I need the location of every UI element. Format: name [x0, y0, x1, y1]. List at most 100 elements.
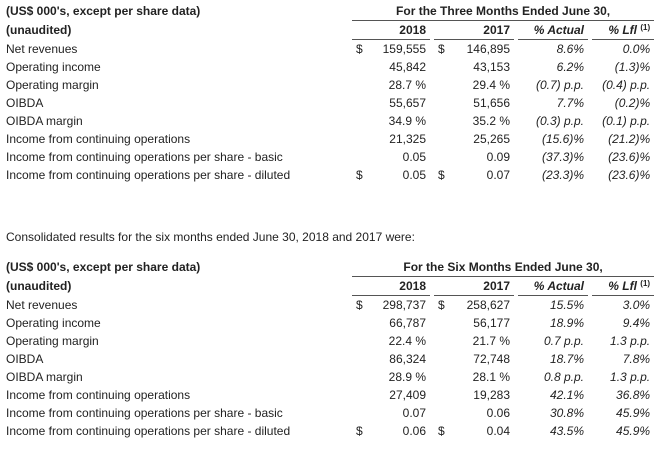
row-label: Income from continuing operations [6, 388, 191, 402]
six-months-intro-text: Consolidated results for the six months … [6, 230, 415, 244]
units-label: (US$ 000's, except per share data) [6, 4, 201, 19]
value-2017: 258,627 [466, 298, 510, 312]
table-row: OIBDA 55,657 51,656 7.7% (0.2)% [0, 94, 654, 112]
row-label: Operating margin [6, 78, 99, 92]
currency-2017: $ [438, 168, 445, 182]
pct-lfl: (1.3)% [614, 60, 651, 74]
value-2018: 21,325 [389, 132, 426, 146]
currency-2017 [434, 76, 448, 94]
currency-2018 [352, 112, 366, 130]
value-2018: 298,737 [382, 298, 426, 312]
pct-actual: 0.7 p.p. [543, 334, 584, 348]
currency-2018 [352, 94, 366, 112]
currency-2018 [352, 386, 366, 404]
table-row: Income from continuing operations per sh… [0, 166, 654, 184]
currency-2018 [352, 350, 366, 368]
pct-lfl: 45.9% [616, 406, 651, 420]
row-label: OIBDA [6, 96, 44, 110]
row-label: Operating income [6, 316, 101, 330]
pct-actual: (0.7) p.p. [535, 78, 584, 92]
value-2017: 0.06 [486, 406, 510, 420]
value-2018: 0.06 [402, 424, 426, 438]
currency-2018 [352, 368, 366, 386]
value-2017: 21.7 % [472, 334, 510, 348]
currency-2017 [434, 314, 448, 332]
currency-2018 [352, 76, 366, 94]
row-label: Income from continuing operations per sh… [6, 150, 283, 164]
pct-actual: 18.7% [549, 352, 584, 366]
pct-actual: 0.8 p.p. [543, 370, 584, 384]
value-2018: 86,324 [389, 352, 426, 366]
pct-lfl: 1.3 p.p. [610, 334, 651, 348]
row-label: Operating income [6, 60, 101, 74]
table-row: Operating income 45,842 43,153 6.2% (1.3)% [0, 58, 654, 76]
table-row: Operating margin 28.7 % 29.4 % (0.7) p.p. (0… [0, 76, 654, 94]
value-2017: 25,265 [473, 132, 510, 146]
pct-actual: 7.7% [556, 96, 584, 110]
currency-2017 [434, 368, 448, 386]
table-row: Income from continuing operations per sh… [0, 148, 654, 166]
currency-2018: $ [356, 424, 363, 438]
row-label: Income from continuing operations per sh… [6, 168, 291, 182]
currency-2018 [352, 314, 366, 332]
currency-2018 [352, 404, 366, 422]
currency-2018 [352, 130, 366, 148]
currency-2017 [434, 350, 448, 368]
value-2018: 0.07 [402, 406, 426, 420]
unaudited-label: (unaudited) [6, 279, 72, 293]
row-label: Income from continuing operations per sh… [6, 424, 291, 438]
pct-lfl: 7.8% [622, 352, 651, 366]
value-2017: 0.07 [486, 168, 510, 182]
pct-actual: (15.6)% [541, 132, 584, 146]
value-2017: 35.2 % [472, 114, 510, 128]
value-2017: 0.04 [486, 424, 510, 438]
period-header: For the Three Months Ended June 30, [352, 2, 654, 21]
col-header-actual: % Actual [518, 20, 588, 40]
col-header-lfl-label: % Lfl [608, 279, 637, 293]
row-label: OIBDA margin [6, 114, 83, 128]
pct-lfl: 0.0% [622, 42, 651, 56]
currency-2017: $ [438, 424, 445, 438]
pct-lfl: (21.2)% [608, 132, 651, 146]
currency-2017 [434, 94, 448, 112]
pct-actual: 30.8% [549, 406, 584, 420]
currency-2017 [434, 148, 448, 166]
table-row: Operating income 66,787 56,177 18.9% 9.4% [0, 314, 654, 332]
col-header-lfl: % Lfl (1) [592, 20, 654, 40]
pct-lfl: 1.3 p.p. [610, 370, 651, 384]
row-label: Net revenues [6, 41, 78, 56]
pct-lfl: 36.8% [616, 388, 651, 402]
pct-actual: 42.1% [549, 388, 584, 402]
col-header-2017: 2017 [434, 20, 514, 40]
pct-actual: 43.5% [549, 424, 584, 438]
value-2017: 51,656 [473, 96, 510, 110]
value-2017: 29.4 % [472, 78, 510, 92]
col-header-2018: 2018 [352, 20, 430, 40]
pct-actual: 15.5% [549, 298, 584, 312]
value-2017: 0.09 [486, 150, 510, 164]
three-months-results-table: (US$ 000's, except per share data) For t… [0, 2, 654, 184]
value-2017: 56,177 [473, 316, 510, 330]
currency-2017: $ [438, 42, 445, 56]
row-label: OIBDA margin [6, 370, 83, 384]
col-header-lfl-label: % Lfl [608, 23, 637, 37]
footnote-marker: (1) [640, 23, 651, 32]
currency-2018: $ [356, 42, 363, 56]
currency-2018 [352, 58, 366, 76]
value-2018: 27,409 [389, 388, 426, 402]
value-2018: 159,555 [382, 42, 426, 56]
units-label: (US$ 000's, except per share data) [6, 260, 201, 275]
row-label: Income from continuing operations [6, 132, 191, 146]
currency-2017 [434, 112, 448, 130]
table-row: Net revenues $159,555 $146,895 8.6% 0.0% [0, 40, 654, 59]
row-label: OIBDA [6, 352, 44, 366]
pct-lfl: 3.0% [622, 298, 651, 312]
pct-actual: 6.2% [556, 60, 584, 74]
period-header: For the Six Months Ended June 30, [352, 258, 654, 277]
pct-lfl: (0.1) p.p. [602, 114, 651, 128]
table-row: Income from continuing operations 21,325 2… [0, 130, 654, 148]
currency-2017 [434, 386, 448, 404]
value-2017: 19,283 [473, 388, 510, 402]
pct-actual: (37.3)% [541, 150, 584, 164]
pct-lfl: 45.9% [616, 424, 651, 438]
